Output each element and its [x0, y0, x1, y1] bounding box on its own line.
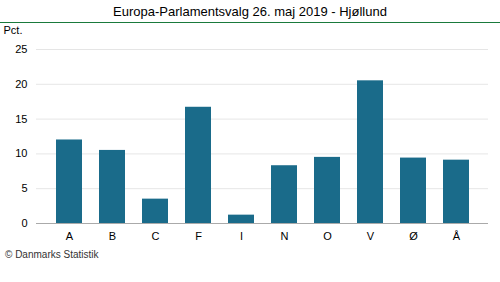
svg-text:B: B [109, 230, 116, 242]
svg-text:V: V [367, 230, 375, 242]
svg-text:15: 15 [15, 113, 27, 125]
svg-text:Pct.: Pct. [4, 24, 23, 36]
svg-text:O: O [323, 230, 332, 242]
html-text:© Danmarks Statistik: © Danmarks Statistik [5, 249, 99, 260]
svg-text:C: C [152, 230, 160, 242]
svg-text:0: 0 [21, 217, 27, 229]
svg-text:5: 5 [21, 182, 27, 194]
svg-text:I: I [240, 230, 243, 242]
svg-text:Å: Å [453, 230, 461, 242]
html-text:Europa-Parlamentsvalg 26. maj: Europa-Parlamentsvalg 26. maj 2019 - Hjø… [113, 4, 387, 19]
svg-text:25: 25 [15, 43, 27, 55]
svg-text:A: A [66, 230, 74, 242]
svg-text:F: F [195, 230, 202, 242]
svg-text:Ø: Ø [409, 230, 418, 242]
svg-text:20: 20 [15, 78, 27, 90]
svg-text:10: 10 [15, 147, 27, 159]
svg-text:N: N [281, 230, 289, 242]
